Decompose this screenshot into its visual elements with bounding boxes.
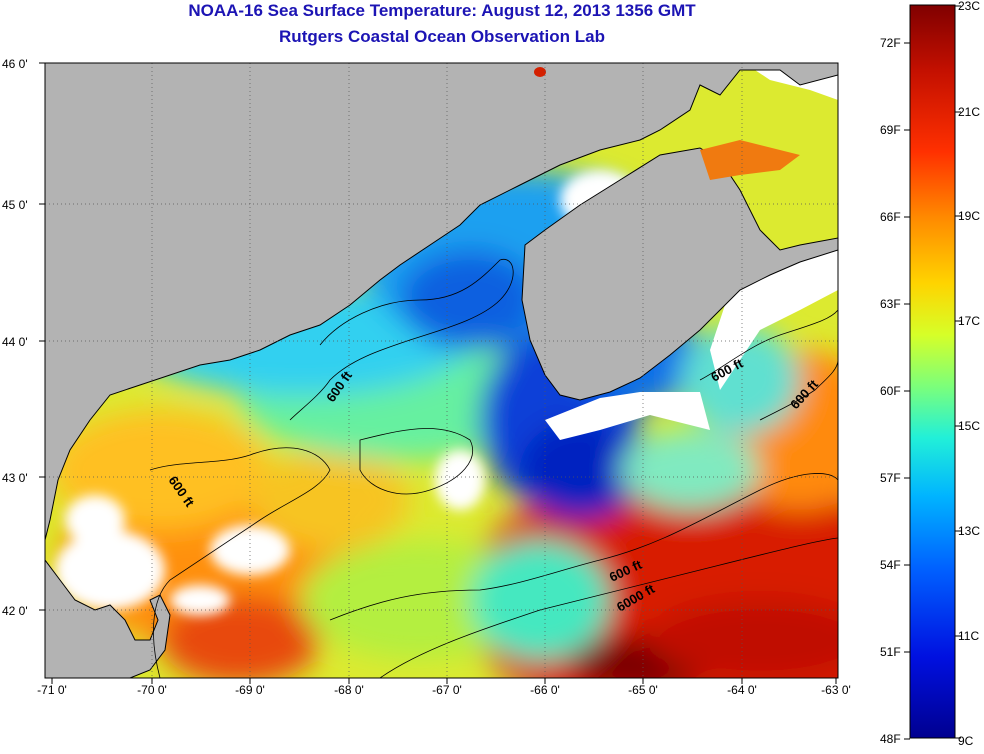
colorbar-f-label: 66F (880, 210, 901, 224)
colorbar-c-label: 17C (958, 314, 980, 328)
lat-tick-label: 44 0' (2, 335, 28, 349)
warm-patch-northumberland (700, 140, 800, 180)
graticule (45, 63, 838, 678)
map-frame (44, 62, 839, 679)
lon-tick-label: -63 0' (821, 683, 851, 697)
lat-tick-label: 45 0' (2, 198, 28, 212)
lon-tick-label: -70 0' (137, 683, 167, 697)
lon-tick-label: -69 0' (235, 683, 265, 697)
lon-tick-label: -66 0' (530, 683, 560, 697)
colorbar-ticks (904, 5, 961, 740)
map-subtitle: Rutgers Coastal Ocean Observation Lab (279, 27, 605, 46)
colorbar-f-label: 57F (880, 471, 901, 485)
contour-600ft-gulf (289, 258, 514, 421)
lat-tick-label: 46 0' (2, 57, 28, 71)
contour-600ft-south (329, 473, 838, 621)
colorbar-c-label: 9C (958, 734, 974, 748)
contour-georges-bank (359, 428, 473, 495)
contour-600ft-west (149, 447, 331, 678)
map-plot-area: 600 ft 600 ft 600 ft 600 ft 600 ft 6000 … (45, 63, 838, 678)
lat-tick-label: 43 0' (2, 471, 28, 485)
colorbar-f-label: 72F (880, 36, 901, 50)
colorbar-f-label: 69F (880, 123, 901, 137)
colorbar-c-label: 11C (958, 629, 979, 643)
colorbar-f-label: 60F (880, 384, 901, 398)
colorbar-c-label: 21C (958, 105, 980, 119)
lat-axis: 46 0' 45 0' 44 0' 43 0' 42 0' (2, 57, 28, 618)
lon-tick-label: -65 0' (628, 683, 658, 697)
contour-6000ft (379, 537, 838, 678)
lon-tick-label: -68 0' (334, 683, 364, 697)
colorbar: 72F 69F 66F 63F 60F 57F 54F 51F 48F 23C … (880, 0, 980, 748)
land-maine-new-brunswick (45, 63, 838, 541)
colorbar-c-label: 15C (958, 419, 980, 433)
colorbar-c-label: 13C (958, 524, 980, 538)
land-nova-scotia (521, 147, 838, 401)
colorbar-gradient (909, 4, 956, 739)
contour-600ft-far-east (759, 359, 838, 421)
lon-tick-label: -71 0' (37, 683, 67, 697)
cloud-east (710, 240, 838, 390)
cloud-nova-scotia-south (545, 392, 710, 440)
map-title: NOAA-16 Sea Surface Temperature: August … (188, 1, 696, 20)
colorbar-c-label: 23C (958, 0, 980, 13)
contour-600ft-east (699, 309, 838, 381)
axis-ticks (39, 62, 837, 684)
land-massachusetts (45, 559, 171, 678)
warm-patch-north (534, 67, 546, 77)
lon-axis: -71 0' -70 0' -69 0' -68 0' -67 0' -66 0… (37, 683, 851, 697)
colorbar-f-label: 54F (880, 558, 901, 572)
colorbar-f-label: 63F (880, 297, 901, 311)
colorbar-f-label: 51F (880, 645, 901, 659)
colorbar-c-label: 19C (958, 209, 980, 223)
depth-contours (149, 258, 838, 678)
lon-tick-label: -67 0' (432, 683, 462, 697)
lat-tick-label: 42 0' (2, 604, 28, 618)
colorbar-f-label: 48F (880, 732, 901, 746)
lon-tick-label: -64 0' (727, 683, 757, 697)
